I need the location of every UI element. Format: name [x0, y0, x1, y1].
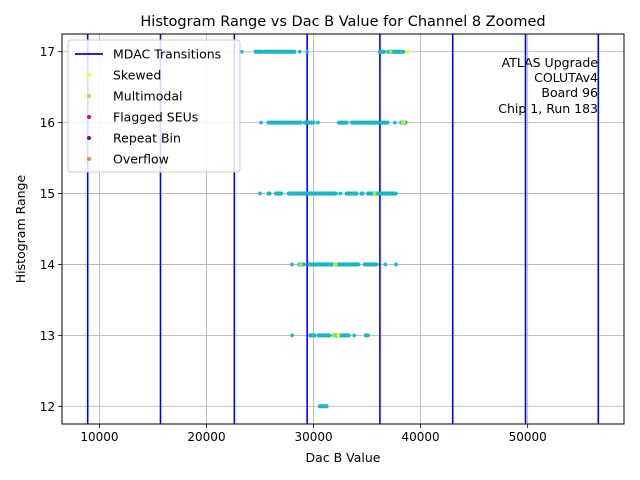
legend-label: Repeat Bin: [113, 131, 181, 146]
data-points: [239, 49, 410, 409]
legend-label: Flagged SEUs: [113, 110, 198, 125]
x-tick-label: 10000: [80, 430, 118, 444]
x-tick-label: 50000: [509, 430, 547, 444]
data-point: [383, 262, 388, 267]
y-tick-label: 12: [40, 400, 55, 414]
data-point: [298, 262, 303, 267]
annotation-line-1: ATLAS Upgrade: [502, 55, 599, 70]
data-point: [381, 49, 386, 54]
legend-box: [67, 39, 241, 173]
data-point: [399, 49, 404, 54]
data-point: [290, 262, 295, 267]
data-point: [258, 191, 262, 196]
x-tick-label: 40000: [402, 430, 440, 444]
y-axis-label: Histogram Range: [13, 174, 28, 283]
legend-label: Overflow: [113, 152, 169, 167]
data-point: [354, 191, 359, 196]
data-point: [298, 120, 303, 125]
y-tick-label: 14: [40, 258, 55, 272]
data-point: [338, 191, 343, 196]
data-point: [292, 49, 297, 54]
data-point: [344, 333, 349, 338]
y-tick-label: 17: [40, 45, 55, 59]
axis-ticks: 10000 20000 30000 40000 50000 12 13 14 15 16 17: [40, 45, 547, 444]
data-point: [355, 262, 360, 267]
x-tick-label: 30000: [294, 430, 332, 444]
plot-frame: [61, 33, 625, 425]
data-point: [332, 333, 336, 338]
data-point: [336, 333, 341, 338]
x-axis-label: Dac B Value: [305, 450, 380, 465]
x-tick-label: 20000: [187, 430, 225, 444]
legend-marker-swatch: [87, 73, 91, 77]
data-point: [393, 120, 397, 125]
legend-label: Multimodal: [113, 89, 182, 104]
data-point: [305, 49, 310, 54]
data-point: [290, 333, 295, 338]
data-point: [352, 333, 357, 338]
legend-marker-swatch: [87, 115, 91, 119]
data-point: [259, 120, 264, 125]
data-point: [311, 333, 316, 338]
data-point: [388, 49, 393, 54]
data-point: [372, 262, 377, 267]
data-point: [385, 120, 390, 125]
data-point: [372, 191, 377, 196]
legend-marker-swatch: [87, 94, 91, 98]
data-point: [239, 49, 244, 54]
y-tick-label: 13: [40, 329, 55, 343]
annotation-line-4: Chip 1, Run 183: [498, 101, 598, 116]
data-point: [400, 120, 405, 125]
annotation-line-3: Board 96: [541, 85, 598, 100]
y-tick-label: 16: [40, 116, 55, 130]
data-point: [405, 49, 410, 54]
data-point: [394, 262, 398, 267]
data-point: [363, 333, 369, 338]
data-point: [324, 404, 329, 409]
data-point: [315, 120, 320, 125]
legend-marker-swatch: [87, 136, 91, 140]
data-point: [266, 191, 271, 196]
data-point: [297, 49, 302, 54]
legend: MDAC Transitions Skewed Multimodal Flagged …: [67, 39, 241, 173]
y-tick-label: 15: [40, 187, 55, 201]
data-point: [391, 191, 396, 196]
data-point: [359, 191, 364, 196]
legend-label: MDAC Transitions: [113, 47, 221, 62]
data-point: [277, 191, 282, 196]
chart-title: Histogram Range vs Dac B Value for Chann…: [140, 14, 545, 30]
data-point: [334, 262, 338, 267]
data-point: [326, 333, 331, 338]
legend-marker-swatch: [87, 157, 91, 161]
data-point: [343, 120, 348, 125]
run-annotation: ATLAS Upgrade COLUTAv4 Board 96 Chip 1, …: [498, 55, 598, 116]
data-point: [309, 120, 314, 125]
annotation-line-2: COLUTAv4: [534, 70, 598, 85]
legend-label: Skewed: [113, 68, 161, 83]
data-point: [331, 191, 336, 196]
